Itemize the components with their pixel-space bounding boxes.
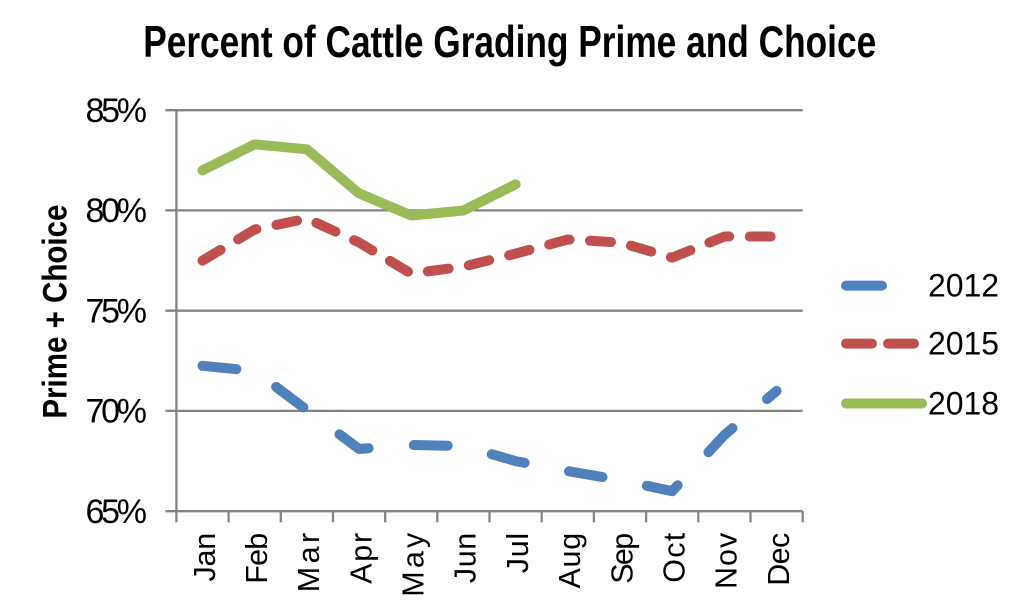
svg-text:Prime + Choice: Prime + Choice <box>37 205 75 419</box>
svg-text:85%: 85% <box>86 92 148 130</box>
svg-text:May: May <box>397 532 431 597</box>
svg-text:Sep: Sep <box>605 533 639 584</box>
svg-text:70%: 70% <box>86 393 148 431</box>
svg-text:Dec: Dec <box>762 533 796 586</box>
svg-text:65%: 65% <box>86 493 148 531</box>
svg-text:75%: 75% <box>86 292 148 330</box>
svg-text:Aug: Aug <box>553 533 587 589</box>
svg-text:2018: 2018 <box>928 385 999 421</box>
svg-text:Percent of Cattle Grading Prim: Percent of Cattle Grading Prime and Choi… <box>143 18 876 67</box>
svg-text:Feb: Feb <box>240 533 274 584</box>
svg-text:Jul: Jul <box>501 533 535 573</box>
svg-text:Apr: Apr <box>344 533 378 584</box>
svg-text:Jan: Jan <box>188 533 222 582</box>
svg-text:Oct: Oct <box>658 532 692 582</box>
svg-text:2012: 2012 <box>928 267 999 303</box>
svg-text:Jun: Jun <box>449 533 483 583</box>
svg-text:Nov: Nov <box>710 532 744 589</box>
svg-text:2015: 2015 <box>928 325 999 361</box>
svg-text:80%: 80% <box>86 192 148 230</box>
svg-text:Mar: Mar <box>292 533 326 593</box>
